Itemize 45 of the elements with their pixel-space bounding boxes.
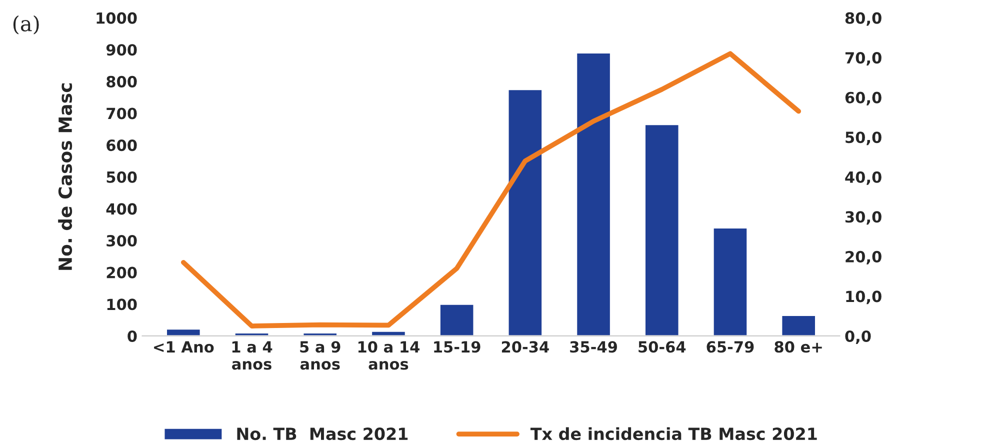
y2-tick-label: 40,0 xyxy=(845,171,882,185)
bar xyxy=(166,328,202,336)
y-axis-title: No. de Casos Masc xyxy=(58,83,72,270)
y2-tick-label: 50,0 xyxy=(846,132,882,146)
y-tick-label: 700 xyxy=(106,108,137,120)
y2-tick-label: 30,0 xyxy=(845,211,882,225)
x-tick-label: 80 e+ xyxy=(774,341,822,353)
y-tick-label: 1000 xyxy=(96,12,137,24)
x-tick-label: 65-79 xyxy=(706,341,754,353)
x-tick-label: 50-64 xyxy=(638,341,686,353)
bar xyxy=(234,332,270,336)
y-tick-label: 900 xyxy=(106,44,137,56)
bar xyxy=(439,303,475,336)
x-tick-label: 20-34 xyxy=(502,341,549,353)
bar xyxy=(576,52,612,336)
bar xyxy=(780,314,816,336)
x-tick-label: 35-49 xyxy=(570,341,617,353)
bar xyxy=(370,330,406,336)
legend-label: Tx de incidencia TB Masc 2021 xyxy=(530,427,817,440)
y-tick-label: 100 xyxy=(107,298,137,310)
bar xyxy=(507,88,543,336)
y2-tick-label: 0,0 xyxy=(845,330,871,344)
legend-label: No. TB Masc 2021 xyxy=(237,428,408,440)
x-tick-label: 10 a 14 anos xyxy=(358,341,420,370)
y2-tick-label: 20,0 xyxy=(846,250,882,264)
y-tick-label: 600 xyxy=(106,140,137,152)
x-tick-label: 15-19 xyxy=(434,341,480,353)
y2-tick-label: 80,0 xyxy=(845,12,882,26)
x-tick-label: 1 a 4 anos xyxy=(232,341,272,370)
x-tick-label: 5 a 9 anos xyxy=(300,341,340,370)
y2-tick-label: 10,0 xyxy=(846,290,882,304)
y-tick-label: 500 xyxy=(106,171,137,183)
y2-tick-label: 60,0 xyxy=(845,92,882,106)
y-tick-label: 300 xyxy=(106,234,137,247)
y-tick-label: 0 xyxy=(128,330,137,342)
y-tick-label: 200 xyxy=(106,266,137,278)
y2-tick-label: 70,0 xyxy=(845,52,882,66)
bar xyxy=(644,124,680,336)
text: (a) xyxy=(13,15,39,34)
y-tick-label: 400 xyxy=(106,203,137,215)
bar xyxy=(712,227,748,336)
bar xyxy=(302,332,338,336)
x-tick-label: <1 Ano xyxy=(154,341,214,353)
y-tick-label: 800 xyxy=(106,76,137,88)
line-series xyxy=(180,51,802,328)
